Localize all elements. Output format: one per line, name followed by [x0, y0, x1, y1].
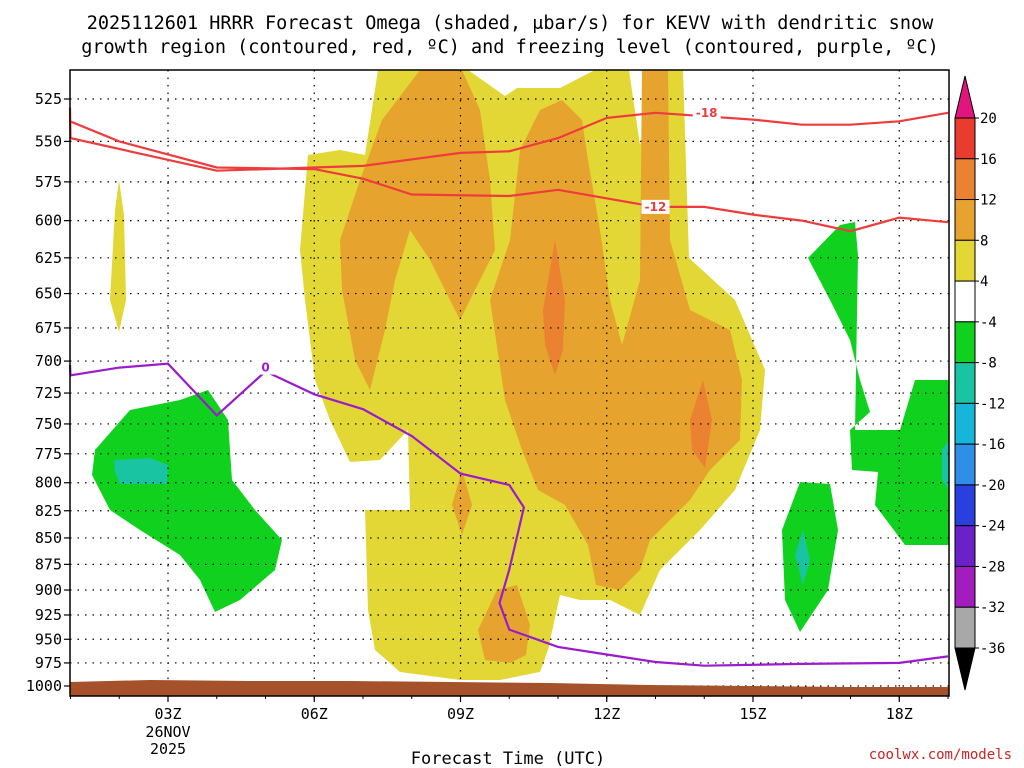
colorbar-label: 4 [980, 274, 988, 290]
y-tick-label: 975 [35, 654, 62, 672]
colorbar-label: -28 [980, 559, 1005, 575]
colorbar-label: -16 [980, 437, 1005, 453]
colorbar-bin [954, 525, 976, 567]
colorbar-label: 20 [980, 111, 997, 127]
x-axis-title: Forecast Time (UTC) [411, 749, 605, 768]
contour-line [69, 120, 949, 233]
y-tick-label: 625 [35, 249, 62, 267]
y-tick-label: 925 [35, 606, 62, 624]
omega-region-8-12-a [340, 70, 495, 390]
colorbar-label: 8 [980, 233, 988, 249]
omega-region-8-12-b [490, 70, 742, 590]
colorbar-bin [954, 158, 976, 201]
colorbar-bin [954, 199, 976, 241]
x-tick-label: 03Z [154, 705, 181, 723]
omega-region-neg8-12-left [114, 458, 168, 484]
omega-region-neg8-12-lower-right [795, 530, 810, 585]
colorbar-bottom-arrow [954, 647, 976, 691]
y-tick-label: 750 [35, 415, 62, 433]
y-tick-label: 775 [35, 445, 62, 463]
omega-region-12-16-a [543, 240, 565, 375]
omega-region-neg4-8-upper-right [808, 222, 949, 545]
colorbar-label: -4 [980, 315, 997, 331]
contour-lines: -18 -12 0 [68, 105, 949, 667]
x-tick-label: 12Z [593, 705, 620, 723]
colorbar-label: 12 [980, 193, 997, 209]
colorbar-bin [954, 443, 976, 486]
chart-title-line2: growth region (contoured, red, ºC) and f… [81, 37, 939, 58]
y-tick-label: 600 [35, 212, 62, 230]
y-tick-label: 650 [35, 285, 62, 303]
colorbar-bin [954, 402, 976, 445]
colorbar-label: 16 [980, 152, 997, 168]
omega-region-8-12-c [478, 585, 530, 663]
colorbar-top-arrow [954, 75, 976, 119]
y-tick-label: 575 [35, 173, 62, 191]
omega-region-neg4-8-lower-right [782, 482, 838, 632]
colorbar-bin [954, 117, 976, 160]
colorbar-bin [954, 362, 976, 404]
colorbar-label: -20 [980, 478, 1005, 494]
colorbar-bin [954, 565, 976, 608]
colorbar-label: -24 [980, 519, 1005, 535]
y-tick-label: 550 [35, 132, 62, 150]
contour-label-background [641, 199, 670, 214]
y-tick-label: 675 [35, 319, 62, 337]
y-tick-label: 900 [35, 581, 62, 599]
y-tick-label: 800 [35, 474, 62, 492]
colorbar-bin [954, 484, 976, 527]
colorbar-bin [954, 239, 976, 282]
x-tick-label: 09Z [447, 705, 474, 723]
colorbar-label: -12 [980, 396, 1005, 412]
y-tick-label: 525 [35, 90, 62, 108]
omega-shading [110, 70, 765, 680]
omega-region-8-12-d [452, 470, 472, 535]
colorbar-label: -36 [980, 641, 1005, 657]
x-axis: 03Z 06Z 09Z 12Z 15Z 18Z [70, 696, 949, 723]
colorbar-bin [954, 321, 976, 364]
colorbar-bin [954, 606, 976, 649]
colorbar-bin [954, 280, 976, 323]
date-label-year: 2025 [150, 740, 186, 758]
y-tick-label: 725 [35, 384, 62, 402]
omega-region-neg8-12-right-edge [942, 440, 949, 490]
y-tick-label: 875 [35, 555, 62, 573]
omega-region-neg4-8-left [92, 390, 282, 612]
date-label-day: 26NOV [145, 723, 190, 741]
chart-title-line1: 2025112601 HRRR Forecast Omega (shaded, … [87, 13, 934, 34]
contour-line [68, 362, 949, 667]
contour-label: -12 [645, 200, 667, 214]
x-tick-label: 06Z [301, 705, 328, 723]
terrain-surface [70, 680, 949, 696]
contour-label-background [251, 360, 280, 375]
x-tick-label: 15Z [739, 705, 766, 723]
contour-line [68, 107, 949, 172]
y-tick-label: 850 [35, 529, 62, 547]
contour-label-background [692, 105, 721, 120]
x-tick-label: 18Z [886, 705, 913, 723]
omega-region-4-8-left [110, 180, 126, 332]
omega-shading-negative [92, 222, 949, 632]
y-tick-label: 700 [35, 352, 62, 370]
y-axis: 525 550 575 600 625 650 675 700 725 750 775 800 825 8… [26, 90, 70, 695]
colorbar-label: -32 [980, 600, 1005, 616]
colorbar-label: -8 [980, 356, 997, 372]
contour-label: -18 [696, 106, 718, 120]
y-tick-label: 825 [35, 502, 62, 520]
contour-label: 0 [261, 361, 269, 375]
y-tick-label: 950 [35, 630, 62, 648]
colorbar: 20 16 12 8 4 -4 -8 -12 -16 -20 -24 -28 -32 -36 [954, 75, 1005, 691]
y-tick-label: 1000 [26, 677, 62, 695]
credit-label: coolwx.com/models [869, 747, 1012, 763]
